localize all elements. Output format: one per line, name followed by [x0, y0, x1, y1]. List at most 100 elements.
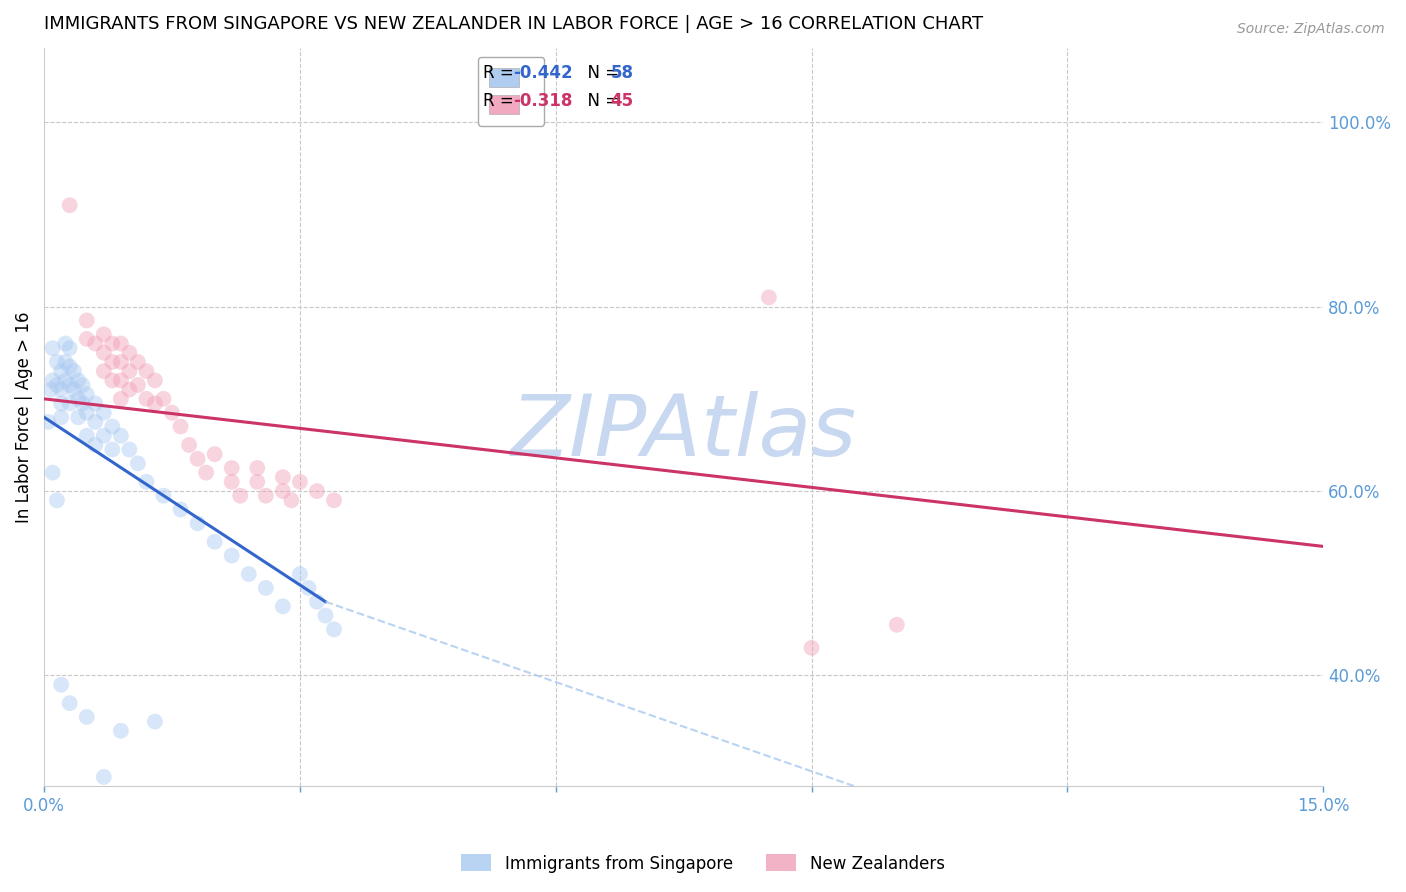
- Point: [101, 355, 124, 369]
- Point: [59, 378, 82, 392]
- Point: [758, 290, 780, 304]
- Point: [93, 364, 115, 378]
- Point: [76, 428, 98, 442]
- Text: -0.442: -0.442: [513, 64, 574, 82]
- Point: [84, 336, 107, 351]
- Point: [110, 428, 132, 442]
- Point: [51, 383, 73, 397]
- Point: [67, 373, 90, 387]
- Point: [118, 442, 141, 457]
- Text: N =: N =: [578, 92, 624, 110]
- Point: [143, 396, 166, 410]
- Point: [204, 447, 226, 461]
- Text: 58: 58: [610, 64, 634, 82]
- Point: [67, 392, 90, 406]
- Point: [169, 502, 191, 516]
- Point: [59, 359, 82, 374]
- Point: [143, 714, 166, 729]
- Point: [229, 489, 252, 503]
- Point: [41, 466, 63, 480]
- Point: [271, 599, 294, 614]
- Point: [118, 383, 141, 397]
- Text: IMMIGRANTS FROM SINGAPORE VS NEW ZEALANDER IN LABOR FORCE | AGE > 16 CORRELATION: IMMIGRANTS FROM SINGAPORE VS NEW ZEALAND…: [44, 15, 983, 33]
- Point: [221, 461, 243, 475]
- Point: [221, 475, 243, 489]
- Point: [76, 710, 98, 724]
- Point: [204, 534, 226, 549]
- Point: [297, 581, 319, 595]
- Point: [55, 355, 77, 369]
- Point: [55, 336, 77, 351]
- Point: [51, 678, 73, 692]
- Point: [59, 198, 82, 212]
- Point: [110, 355, 132, 369]
- Text: 45: 45: [610, 92, 634, 110]
- Point: [127, 355, 149, 369]
- Point: [39, 383, 62, 397]
- Point: [110, 392, 132, 406]
- Point: [76, 332, 98, 346]
- Point: [135, 475, 157, 489]
- Point: [246, 475, 269, 489]
- Point: [127, 457, 149, 471]
- Point: [271, 484, 294, 499]
- Y-axis label: In Labor Force | Age > 16: In Labor Force | Age > 16: [15, 311, 32, 523]
- Point: [37, 415, 59, 429]
- Legend: Immigrants from Singapore, New Zealanders: Immigrants from Singapore, New Zealander…: [454, 847, 952, 880]
- Point: [118, 345, 141, 359]
- Point: [118, 364, 141, 378]
- Point: [280, 493, 302, 508]
- Text: R =: R =: [482, 92, 519, 110]
- Point: [195, 466, 218, 480]
- Point: [41, 373, 63, 387]
- Point: [315, 608, 337, 623]
- Point: [886, 617, 908, 632]
- Point: [45, 493, 67, 508]
- Point: [127, 378, 149, 392]
- Point: [110, 723, 132, 738]
- Point: [93, 345, 115, 359]
- Point: [63, 383, 86, 397]
- Point: [63, 364, 86, 378]
- Point: [67, 410, 90, 425]
- Text: N =: N =: [578, 64, 624, 82]
- Point: [93, 406, 115, 420]
- Point: [246, 461, 269, 475]
- Point: [254, 489, 277, 503]
- Text: ZIPAtlas: ZIPAtlas: [510, 391, 856, 474]
- Point: [305, 595, 328, 609]
- Point: [51, 410, 73, 425]
- Point: [800, 640, 823, 655]
- Point: [101, 373, 124, 387]
- Point: [41, 341, 63, 355]
- Point: [110, 373, 132, 387]
- Point: [152, 392, 174, 406]
- Point: [93, 770, 115, 784]
- Point: [84, 415, 107, 429]
- Point: [143, 373, 166, 387]
- Point: [177, 438, 200, 452]
- Point: [187, 516, 209, 531]
- Text: Source: ZipAtlas.com: Source: ZipAtlas.com: [1237, 22, 1385, 37]
- Point: [51, 364, 73, 378]
- Point: [169, 419, 191, 434]
- Point: [59, 396, 82, 410]
- Point: [45, 355, 67, 369]
- Point: [110, 336, 132, 351]
- Point: [101, 419, 124, 434]
- Point: [305, 484, 328, 499]
- Point: [55, 373, 77, 387]
- Point: [323, 623, 346, 637]
- Point: [101, 336, 124, 351]
- Point: [84, 438, 107, 452]
- Point: [288, 567, 311, 582]
- Point: [84, 396, 107, 410]
- Point: [72, 378, 94, 392]
- Point: [93, 327, 115, 342]
- Point: [51, 396, 73, 410]
- Text: R =: R =: [482, 64, 519, 82]
- Point: [238, 567, 260, 582]
- Point: [152, 489, 174, 503]
- Point: [288, 475, 311, 489]
- Point: [72, 396, 94, 410]
